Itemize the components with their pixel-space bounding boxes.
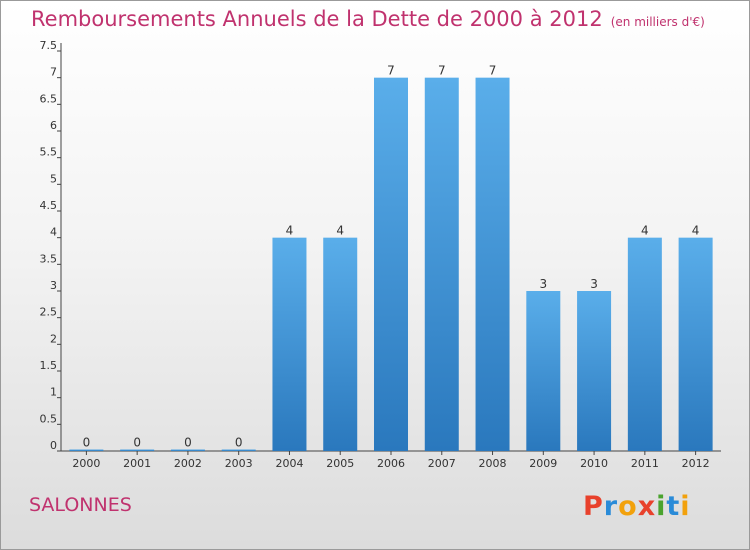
x-tick-label: 2002 [174,457,202,470]
x-tick-label: 2012 [682,457,710,470]
y-tick-label: 6.5 [40,92,58,105]
bar-value-label: 4 [641,224,649,238]
bar [627,237,662,451]
bar [272,237,307,451]
bar-value-label: 0 [235,436,243,450]
y-tick-label: 4 [50,226,57,239]
bar-value-label: 3 [539,277,547,291]
y-tick-label: 2.5 [40,306,58,319]
y-tick-label: 3.5 [40,252,58,265]
chart-title: Remboursements Annuels de la Dette de 20… [31,7,705,31]
bar [221,449,256,451]
proxiti-logo: Proxiti [583,491,691,522]
y-axis: 0 0.5 1 1.5 2 2.5 3 3.5 4 4.5 5 5.5 6 6.5 7 7.5 [40,39,62,452]
logo-letter: i [656,491,667,522]
bar [323,237,358,451]
bar [69,449,104,451]
x-tick-label: 2001 [123,457,151,470]
bar [170,449,205,451]
commune-name: SALONNES [29,494,132,516]
title-text: Remboursements Annuels de la Dette de 20… [31,7,603,31]
x-axis: 2000 2001 2002 2003 2004 2005 2006 2007 2008 2009… [61,450,721,470]
logo-letter: x [637,491,657,522]
bar-value-label: 7 [489,64,497,78]
bar-value-label: 7 [438,64,446,78]
bar [577,291,612,451]
bar-value-label: 4 [286,224,294,238]
x-tick-label: 2008 [479,457,507,470]
y-tick-label: 5.5 [40,146,58,159]
y-tick-label: 1 [50,386,57,399]
x-tick-label: 2010 [580,457,608,470]
title-unit: (en milliers d'€) [610,15,705,29]
y-tick-label: 0.5 [40,412,58,425]
bar-value-label: 0 [184,436,192,450]
y-tick-label: 7 [50,66,57,79]
bars: 0 0 0 0 4 4 7 7 7 3 3 4 4 [69,64,713,452]
bar-value-label: 4 [692,224,700,238]
x-tick-label: 2005 [326,457,354,470]
bar-value-label: 4 [336,224,344,238]
y-tick-label: 7.5 [40,39,58,52]
bar-value-label: 0 [83,436,91,450]
y-tick-label: 5 [50,172,57,185]
x-tick-label: 2007 [428,457,456,470]
y-tick-label: 1.5 [40,359,58,372]
logo-letter: o [618,491,638,522]
x-tick-label: 2006 [377,457,405,470]
bar [526,291,561,451]
y-tick-label: 4.5 [40,199,58,212]
logo-letter: P [583,491,604,522]
y-tick-label: 2 [50,332,57,345]
bar-value-label: 3 [590,277,598,291]
logo-letter: t [666,491,681,522]
x-tick-label: 2011 [631,457,659,470]
bar-value-label: 7 [387,64,395,78]
bar-value-label: 0 [133,436,141,450]
bar [678,237,713,451]
bar [120,449,155,451]
x-tick-label: 2000 [72,457,100,470]
bar [475,77,510,452]
logo-letter: r [603,491,619,522]
bar [424,77,459,452]
x-tick-label: 2004 [275,457,303,470]
bar [374,77,408,452]
y-tick-label: 6 [50,119,57,132]
logo-letter: i [680,491,691,522]
x-tick-label: 2009 [529,457,557,470]
y-tick-label: 0 [50,439,57,452]
x-tick-label: 2003 [225,457,253,470]
y-tick-label: 3 [50,279,57,292]
